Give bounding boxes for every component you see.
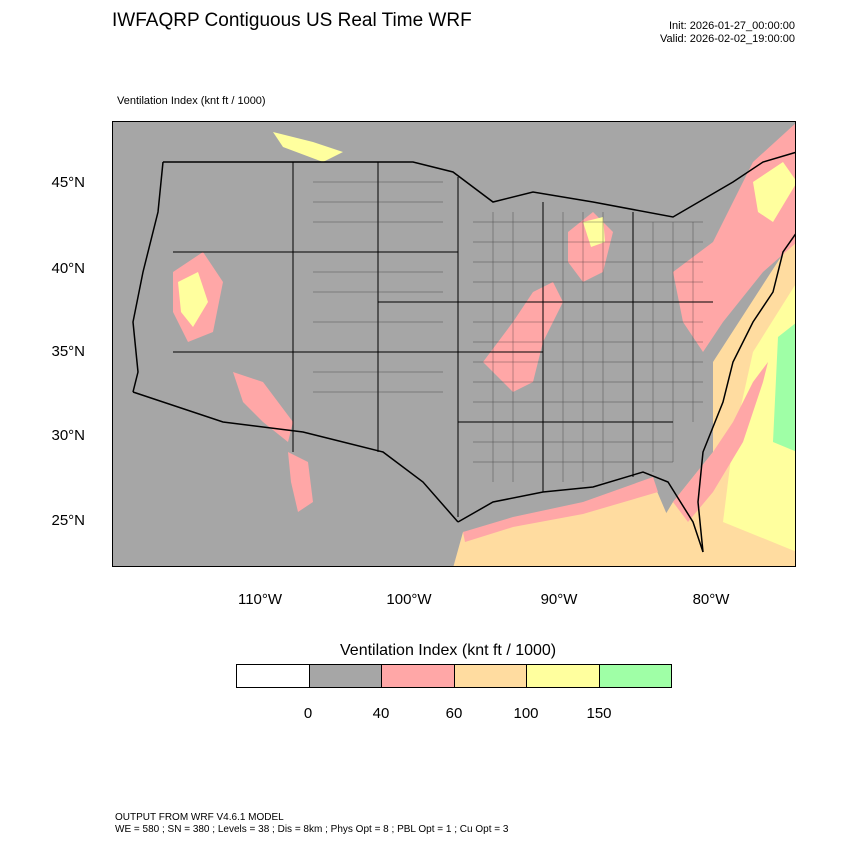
colorbar-label-100: 100 xyxy=(513,705,539,722)
colorbar-label-40: 40 xyxy=(372,705,390,722)
atlantic-pink-strip xyxy=(673,362,768,522)
lon-label-110: 110°W xyxy=(237,591,283,608)
us-mexico-border xyxy=(132,391,459,523)
colorbar-label-150: 150 xyxy=(586,705,612,722)
colorbar-title: Ventilation Index (knt ft / 1000) xyxy=(340,642,557,659)
southwest-pink-region xyxy=(233,372,293,442)
colorbar-swatch-4 xyxy=(454,665,527,687)
footer-config-line: WE = 580 ; SN = 380 ; Levels = 38 ; Dis … xyxy=(115,824,509,835)
great-lakes-yellow-patch xyxy=(583,217,605,247)
county-borders xyxy=(313,181,703,482)
east-coastline xyxy=(697,233,795,553)
lat-label-25: 25°N xyxy=(51,512,85,529)
state-borders xyxy=(173,162,713,517)
lat-label-30: 30°N xyxy=(51,427,85,444)
colorbar-label-0: 0 xyxy=(303,705,313,722)
lat-label-40: 40°N xyxy=(51,260,85,277)
field-label: Ventilation Index (knt ft / 1000) xyxy=(117,95,266,107)
footer-model-line: OUTPUT FROM WRF V4.6.1 MODEL xyxy=(115,812,284,823)
gulf-pink-strip xyxy=(463,477,658,542)
colorbar-label-60: 60 xyxy=(445,705,463,722)
lon-label-100: 100°W xyxy=(386,591,432,608)
lat-label-35: 35°N xyxy=(51,343,85,360)
colorbar-swatch-2 xyxy=(309,665,382,687)
colorbar-swatch-1 xyxy=(237,665,310,687)
us-canada-border xyxy=(163,151,795,218)
northeast-yellow-patch xyxy=(753,162,795,222)
lon-label-90: 90°W xyxy=(540,591,578,608)
colorbar xyxy=(236,664,672,688)
lon-label-80: 80°W xyxy=(692,591,730,608)
colorbar-swatch-6 xyxy=(599,665,671,687)
colorbar-swatch-3 xyxy=(382,665,455,687)
colorbar-swatch-5 xyxy=(527,665,600,687)
atlantic-yellow-region xyxy=(723,285,795,552)
canada-yellow-patch xyxy=(273,132,343,162)
nevada-yellow-patch xyxy=(178,272,208,327)
valid-time: Valid: 2026-02-02_19:00:00 xyxy=(660,33,795,45)
map-canvas xyxy=(132,123,795,566)
init-time: Init: 2026-01-27_00:00:00 xyxy=(669,20,795,32)
midwest-pink-region xyxy=(483,282,563,392)
lat-label-45: 45°N xyxy=(51,174,85,191)
west-coastline xyxy=(132,161,164,393)
gulf-coastline xyxy=(457,471,704,553)
mexico-pink-region xyxy=(288,452,313,512)
atlantic-green-region xyxy=(773,323,795,452)
map-panel xyxy=(112,121,796,567)
figure-title: IWFAQRP Contiguous US Real Time WRF xyxy=(112,10,472,31)
